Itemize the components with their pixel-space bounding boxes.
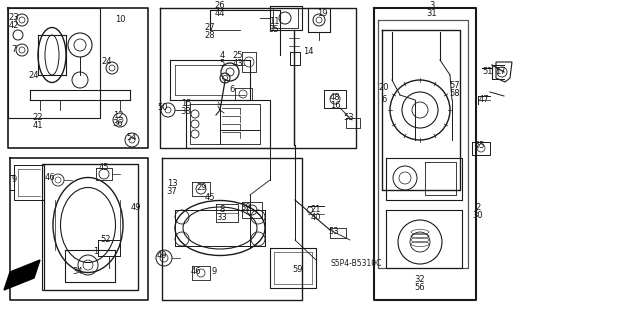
Text: S5P4-B5310C: S5P4-B5310C xyxy=(330,259,381,269)
Text: 51: 51 xyxy=(483,68,493,77)
Text: 13: 13 xyxy=(166,180,177,189)
Text: 39: 39 xyxy=(241,204,252,212)
Text: 3: 3 xyxy=(429,2,435,11)
Text: 43: 43 xyxy=(233,58,243,68)
Text: 54: 54 xyxy=(127,133,137,143)
Text: 42: 42 xyxy=(9,21,19,31)
Text: 14: 14 xyxy=(303,48,313,56)
Text: 57: 57 xyxy=(450,81,460,91)
Text: 15: 15 xyxy=(180,100,191,108)
Text: 37: 37 xyxy=(166,188,177,197)
Text: 23: 23 xyxy=(9,13,19,23)
Text: 26: 26 xyxy=(214,2,225,11)
Text: 41: 41 xyxy=(33,122,44,130)
Text: 17: 17 xyxy=(495,68,506,77)
Polygon shape xyxy=(4,260,40,290)
Text: 34: 34 xyxy=(73,268,83,277)
Text: 6: 6 xyxy=(381,95,387,105)
Text: 11: 11 xyxy=(269,18,279,26)
Text: 24: 24 xyxy=(29,70,39,79)
Text: 20: 20 xyxy=(379,84,389,93)
Text: 53: 53 xyxy=(344,114,355,122)
Text: 50: 50 xyxy=(157,103,168,113)
Text: 32: 32 xyxy=(415,276,426,285)
Text: 53: 53 xyxy=(329,227,339,236)
Text: 5: 5 xyxy=(220,58,225,68)
Text: FR.: FR. xyxy=(16,273,32,283)
Text: 36: 36 xyxy=(113,118,124,128)
Text: 33: 33 xyxy=(216,213,227,222)
Text: 55: 55 xyxy=(475,142,485,151)
Text: 1: 1 xyxy=(93,248,99,256)
Text: 38: 38 xyxy=(180,108,191,116)
Text: 10: 10 xyxy=(115,16,125,25)
Text: 59: 59 xyxy=(292,265,303,275)
Text: 9: 9 xyxy=(12,175,17,184)
Text: 7: 7 xyxy=(12,46,17,55)
Text: 4: 4 xyxy=(220,50,225,60)
Text: 22: 22 xyxy=(33,114,44,122)
Text: 45: 45 xyxy=(205,194,215,203)
Text: 29: 29 xyxy=(196,183,207,192)
Text: 25: 25 xyxy=(233,50,243,60)
Text: 12: 12 xyxy=(113,110,124,120)
Text: 49: 49 xyxy=(131,204,141,212)
Text: 40: 40 xyxy=(311,213,321,222)
Text: 52: 52 xyxy=(100,235,111,244)
Text: 56: 56 xyxy=(415,284,426,293)
Text: 46: 46 xyxy=(45,174,55,182)
Text: 28: 28 xyxy=(205,32,215,41)
Text: 49: 49 xyxy=(157,250,167,259)
Text: 27: 27 xyxy=(205,24,215,33)
Text: 45: 45 xyxy=(99,164,109,173)
Text: 47: 47 xyxy=(479,95,490,105)
Text: 8: 8 xyxy=(220,205,225,214)
Text: 19: 19 xyxy=(317,10,327,19)
Text: 30: 30 xyxy=(473,211,483,220)
Text: 31: 31 xyxy=(427,10,437,19)
Text: 24: 24 xyxy=(102,57,112,66)
Text: 58: 58 xyxy=(450,90,460,99)
Text: 46: 46 xyxy=(191,268,202,277)
Text: 35: 35 xyxy=(269,26,279,34)
Text: 44: 44 xyxy=(215,10,225,19)
Text: 6: 6 xyxy=(229,85,235,94)
Text: 48: 48 xyxy=(330,93,340,101)
Text: 16: 16 xyxy=(330,100,340,109)
Text: 2: 2 xyxy=(476,204,481,212)
Text: 21: 21 xyxy=(311,205,321,214)
Text: 9: 9 xyxy=(211,268,216,277)
